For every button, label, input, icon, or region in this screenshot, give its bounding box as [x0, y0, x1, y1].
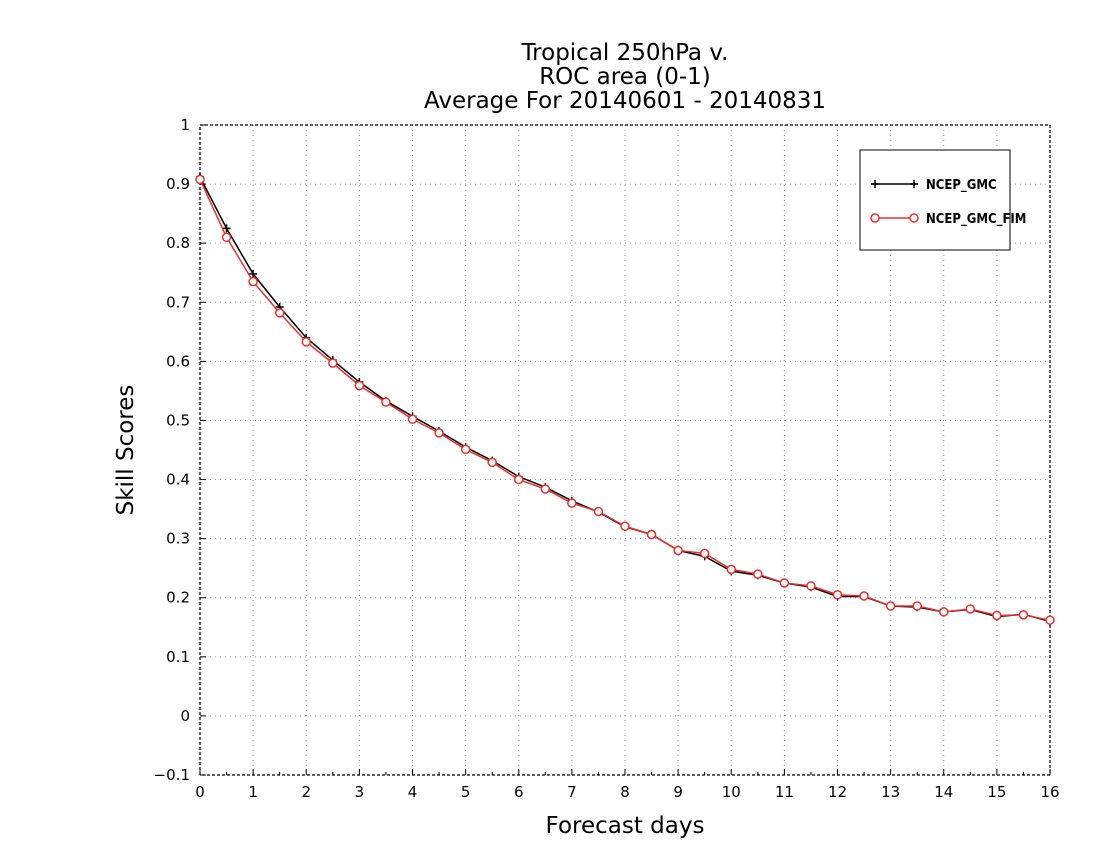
- data-point-circle: [354, 380, 365, 391]
- data-series: [195, 173, 1055, 626]
- legend: NCEP_GMC NCEP_GMC_FIM: [859, 149, 1026, 251]
- data-point-circle: [381, 397, 391, 407]
- x-tick-label: 4: [408, 783, 418, 801]
- x-tick-label: 16: [1040, 783, 1059, 801]
- data-point-circle: [646, 529, 657, 540]
- x-tick-label: 12: [828, 783, 847, 801]
- data-point-circle: [407, 414, 418, 425]
- x-tick-label: 11: [775, 783, 794, 801]
- legend-box: [859, 149, 1011, 251]
- data-point-circle: [221, 232, 232, 243]
- title-line-1: Tropical 250hPa v.: [521, 40, 729, 66]
- data-point-circle: [992, 610, 1002, 621]
- series-ncep-gmc-fim: [195, 174, 1055, 625]
- data-point-circle: [620, 521, 630, 531]
- y-tick-label: 0: [180, 707, 190, 725]
- title-line-2: ROC area (0-1): [539, 64, 711, 90]
- title-line-3: Average For 20140601 - 20140831: [424, 88, 826, 114]
- y-tick-label: 0.7: [166, 293, 190, 311]
- y-tick-label: 0.1: [166, 648, 190, 666]
- legend-marker-ncep-gmc-fim-1: [870, 213, 880, 223]
- data-point-plus: [249, 269, 258, 278]
- y-tick-label: 0.9: [166, 175, 190, 193]
- data-point-plus: [222, 224, 231, 233]
- data-point-circle: [939, 607, 949, 617]
- data-point-circle: [274, 308, 285, 318]
- data-point-circle: [859, 591, 869, 601]
- x-tick-label: 9: [673, 783, 683, 801]
- data-point-circle: [779, 578, 790, 588]
- data-point-circle: [514, 474, 524, 485]
- data-point-circle: [726, 564, 736, 575]
- data-point-circle: [487, 457, 497, 468]
- x-tick-label: 8: [620, 783, 630, 801]
- y-tick-label: 1: [180, 116, 190, 134]
- data-point-circle: [248, 276, 258, 287]
- legend-marker-ncep-gmc: [871, 180, 918, 188]
- x-tick-label: 14: [934, 783, 953, 801]
- data-point-circle: [699, 548, 710, 559]
- x-tick-label: 0: [195, 783, 205, 801]
- data-point-circle: [567, 498, 577, 508]
- y-tick-label: 0.3: [166, 530, 190, 548]
- data-point-circle: [912, 601, 922, 611]
- x-tick-labels: 0 1 2 3 4 5 6 7 8 9 10 11 12 13 14 15 16: [195, 783, 1059, 801]
- data-point-circle: [460, 444, 471, 455]
- axis-ticks: [199, 124, 1051, 776]
- x-tick-label: 10: [722, 783, 741, 801]
- x-tick-label: 7: [567, 783, 577, 801]
- y-tick-label: −0.1: [154, 766, 190, 784]
- data-point-circle: [434, 428, 444, 438]
- data-point-circle: [832, 590, 843, 600]
- data-point-circle: [540, 484, 551, 494]
- legend-marker-ncep-gmc-fim-2: [909, 213, 919, 223]
- data-point-circle: [593, 506, 604, 517]
- y-tick-label: 0.8: [166, 234, 190, 252]
- legend-label-ncep-gmc: NCEP_GMC: [926, 178, 997, 193]
- grid-lines: [200, 125, 1050, 775]
- data-point-circle: [673, 545, 683, 556]
- y-tick-label: 0.4: [166, 471, 190, 489]
- x-tick-label: 2: [301, 783, 311, 801]
- y-tick-label: 0.6: [166, 352, 190, 370]
- y-tick-labels: −0.1 0 0.1 0.2 0.3 0.4 0.5 0.6 0.7 0.8 0.9 1: [154, 116, 190, 784]
- data-point-circle: [885, 601, 896, 611]
- data-point-circle: [1018, 610, 1029, 620]
- y-axis-label: Skill Scores: [113, 385, 139, 516]
- data-point-circle: [328, 358, 338, 368]
- x-tick-label: 13: [881, 783, 900, 801]
- x-tick-label: 3: [355, 783, 365, 801]
- y-tick-label: 0.5: [166, 411, 190, 429]
- legend-label-ncep-gmc-fim: NCEP_GMC_FIM: [926, 212, 1026, 227]
- data-point-circle: [195, 174, 205, 185]
- data-point-circle: [806, 581, 816, 591]
- chart-title: Tropical 250hPa v. ROC area (0-1) Averag…: [424, 40, 826, 114]
- data-point-circle: [1045, 615, 1055, 625]
- y-tick-label: 0.2: [166, 589, 190, 607]
- x-axis-label: Forecast days: [546, 813, 705, 839]
- x-tick-label: 15: [987, 783, 1006, 801]
- data-point-circle: [965, 604, 976, 614]
- x-tick-label: 6: [514, 783, 524, 801]
- x-tick-label: 5: [461, 783, 471, 801]
- x-tick-label: 1: [248, 783, 258, 801]
- data-point-circle: [301, 337, 311, 347]
- data-point-circle: [753, 569, 763, 579]
